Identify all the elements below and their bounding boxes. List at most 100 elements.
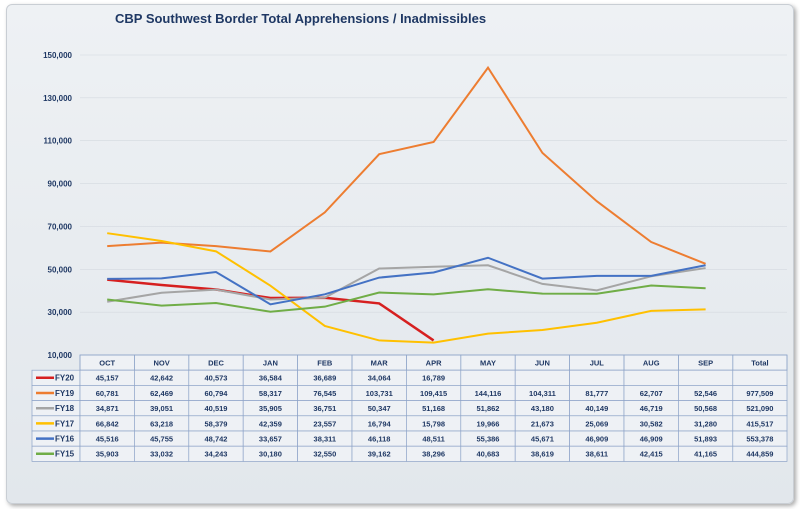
data-label: 62,469 (150, 389, 173, 398)
data-label: 40,683 (477, 450, 500, 459)
data-label: 977,509 (746, 389, 773, 398)
data-label: 19,966 (477, 419, 500, 428)
data-label: 32,550 (313, 450, 336, 459)
data-label: 48,742 (205, 435, 228, 444)
data-label: 34,064 (368, 374, 392, 383)
data-label: 16,794 (368, 419, 392, 428)
series-line-fy15 (107, 284, 706, 313)
data-label: 51,893 (694, 435, 717, 444)
y-tick-label: 70,000 (48, 222, 73, 231)
data-label: 40,573 (205, 374, 228, 383)
y-tick-label: 110,000 (44, 137, 73, 146)
legend-label: FY17 (55, 419, 75, 428)
data-label: 81,777 (585, 389, 608, 398)
data-label: 42,415 (640, 450, 663, 459)
table-cell (569, 369, 625, 386)
table-cell (732, 369, 788, 386)
data-label: 34,871 (96, 404, 119, 413)
data-label: 36,689 (313, 374, 336, 383)
data-label: 43,180 (531, 404, 554, 413)
data-label: 55,386 (477, 435, 500, 444)
legend-label: FY16 (55, 435, 75, 444)
legend-label: FY19 (55, 389, 75, 398)
x-tick-label: MAY (480, 359, 496, 368)
data-label: 76,545 (313, 389, 336, 398)
y-tick-label: 50,000 (48, 265, 73, 274)
data-label: 45,516 (96, 435, 119, 444)
data-label: 16,789 (422, 374, 445, 383)
data-label: 38,619 (531, 450, 554, 459)
data-label: 444,859 (746, 450, 773, 459)
data-label: 33,032 (150, 450, 173, 459)
data-label: 23,557 (313, 419, 336, 428)
data-label: 30,582 (640, 419, 663, 428)
data-label: 103,731 (366, 389, 393, 398)
data-label: 60,794 (205, 389, 229, 398)
data-label: 38,611 (586, 450, 609, 459)
table-cell (514, 369, 570, 386)
data-label: 38,296 (422, 450, 445, 459)
table-cell (460, 369, 516, 386)
data-label: 30,180 (259, 450, 282, 459)
legend-label: FY18 (55, 404, 75, 413)
x-tick-label: AUG (643, 359, 660, 368)
y-tick-label: 30,000 (48, 308, 73, 317)
data-label: 46,719 (640, 404, 663, 413)
data-label: 39,051 (150, 404, 173, 413)
data-label: 46,118 (368, 435, 391, 444)
series-line-fy19 (107, 65, 706, 265)
data-label: 25,069 (585, 419, 608, 428)
x-tick-label: FEB (317, 359, 333, 368)
data-label: 42,642 (150, 374, 173, 383)
data-label: 48,511 (422, 435, 445, 444)
table-cell (732, 445, 788, 462)
x-tick-label: JUN (535, 359, 550, 368)
data-label: 35,905 (259, 404, 282, 413)
data-label: 415,517 (746, 419, 773, 428)
data-label: 60,781 (96, 389, 119, 398)
series-line-fy20 (107, 278, 435, 342)
legend-label: FY15 (55, 450, 75, 459)
x-tick-label: OCT (99, 359, 115, 368)
x-tick-label: APR (426, 359, 442, 368)
data-label: 46,909 (585, 435, 608, 444)
data-label: 63,218 (150, 419, 173, 428)
data-label: 144,116 (475, 389, 502, 398)
data-label: 21,673 (531, 419, 554, 428)
x-tick-label: SEP (698, 359, 713, 368)
data-label: 36,751 (313, 404, 336, 413)
data-label: 50,568 (694, 404, 717, 413)
data-label: 45,755 (150, 435, 173, 444)
x-tick-label: MAR (371, 359, 389, 368)
data-label: 33,657 (259, 435, 282, 444)
data-label: 38,311 (314, 435, 337, 444)
table-cell (678, 369, 734, 386)
data-label: 104,311 (529, 389, 556, 398)
x-tick-label: DEC (208, 359, 224, 368)
data-label: 51,862 (477, 404, 500, 413)
data-label: 58,317 (259, 389, 282, 398)
data-label: 109,415 (420, 389, 447, 398)
total-header: Total (751, 359, 768, 368)
data-label: 39,162 (368, 450, 391, 459)
data-label: 553,378 (746, 435, 773, 444)
data-label: 51,168 (422, 404, 445, 413)
y-tick-label: 150,000 (43, 51, 72, 60)
data-label: 35,903 (96, 450, 119, 459)
data-label: 58,379 (205, 419, 228, 428)
data-label: 52,546 (694, 389, 717, 398)
data-label: 45,157 (96, 374, 119, 383)
series-line-fy16 (107, 256, 706, 306)
y-tick-label: 130,000 (43, 94, 72, 103)
data-label: 521,090 (746, 404, 773, 413)
x-tick-label: JUL (590, 359, 605, 368)
data-label: 50,347 (368, 404, 391, 413)
y-tick-label: 10,000 (48, 351, 73, 360)
data-label: 41,165 (694, 450, 717, 459)
data-label: 15,798 (422, 419, 445, 428)
chart-title: CBP Southwest Border Total Apprehensions… (115, 11, 486, 26)
data-label: 34,243 (205, 450, 228, 459)
data-label: 36,584 (259, 374, 283, 383)
data-label: 45,671 (531, 435, 554, 444)
